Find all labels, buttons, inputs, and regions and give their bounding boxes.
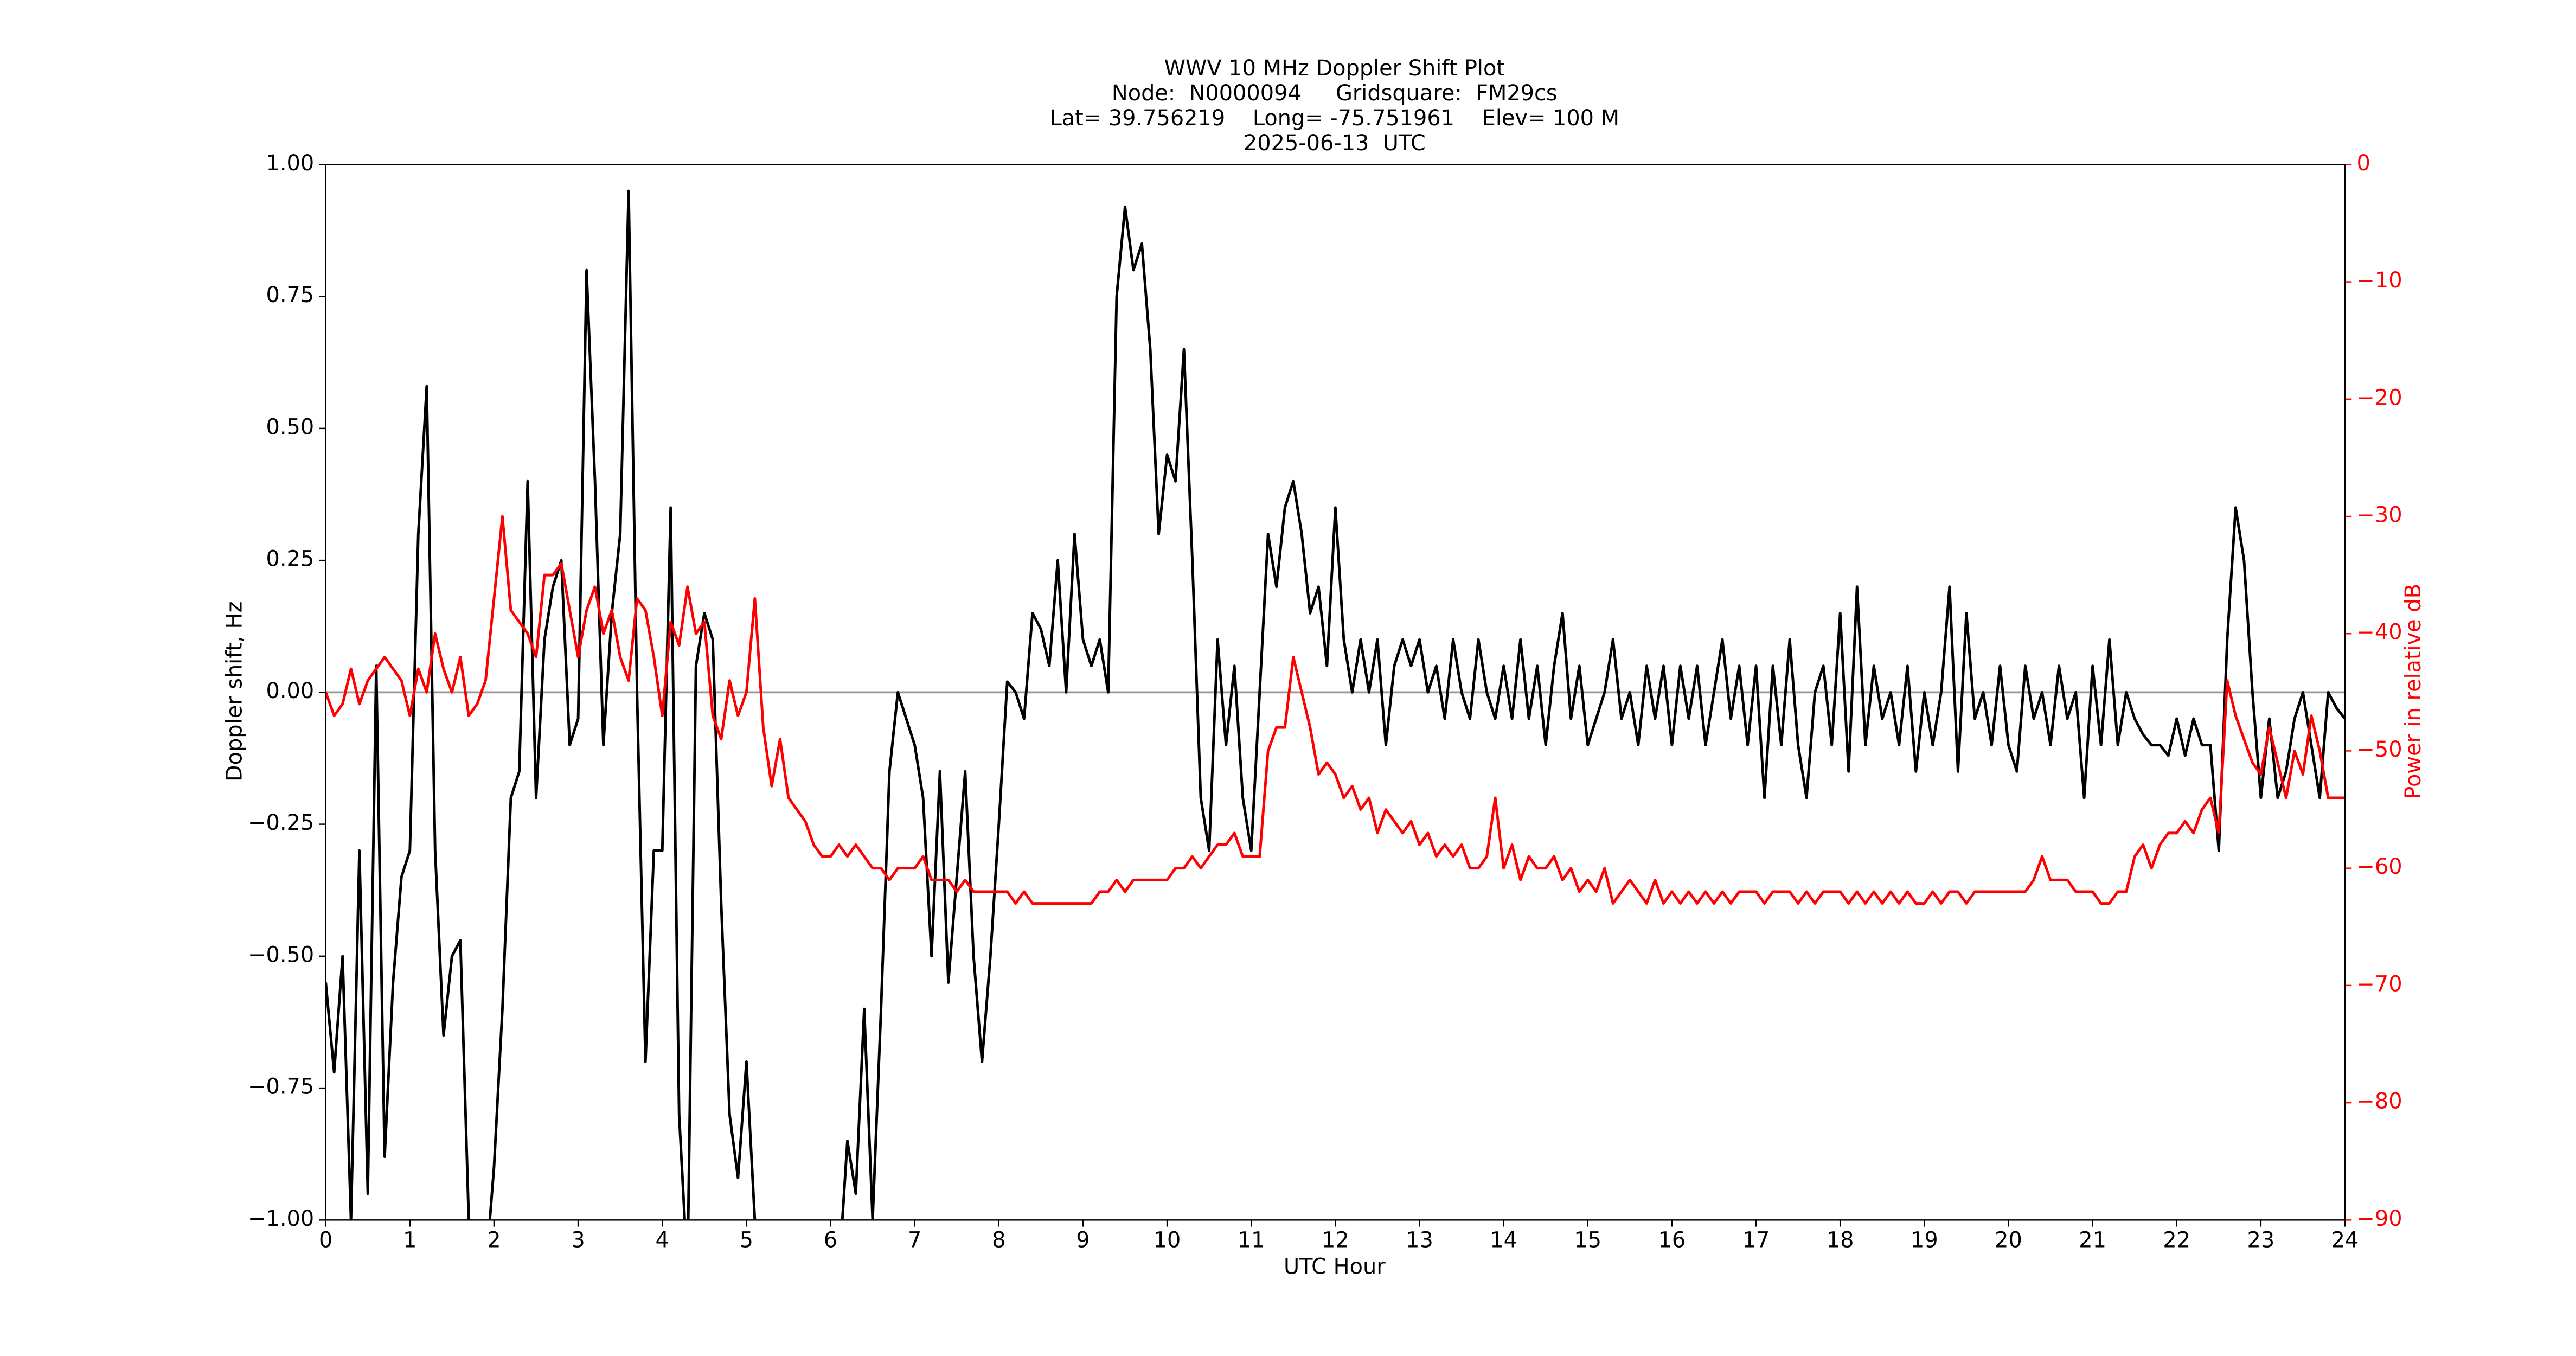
- y2-tick-label: −90: [2356, 1206, 2402, 1231]
- x-tick-label: 2: [487, 1228, 501, 1253]
- x-tick-label: 19: [1911, 1228, 1938, 1253]
- plot-frame: [325, 164, 2346, 1221]
- chart-subtitle: 2025-06-13 UTC: [1244, 131, 1426, 156]
- y-tick-label: −0.25: [248, 810, 314, 835]
- x-tick-label: 9: [1076, 1228, 1090, 1253]
- y2-tick-label: −20: [2356, 385, 2402, 410]
- y2-tick-label: −80: [2356, 1089, 2402, 1114]
- y2-tick-label: 0: [2356, 151, 2370, 176]
- y-tick-label: −1.00: [248, 1206, 314, 1231]
- x-tick-label: 10: [1154, 1228, 1181, 1253]
- chart-title: WWV 10 MHz Doppler Shift Plot: [1164, 56, 1505, 81]
- y-tick-label: −0.50: [248, 942, 314, 967]
- x-tick-label: 21: [2079, 1228, 2106, 1253]
- chart-subtitle: Lat= 39.756219 Long= -75.751961 Elev= 10…: [1050, 106, 1619, 131]
- y-tick-label: 0.75: [266, 283, 315, 308]
- x-tick-label: 1: [403, 1228, 416, 1253]
- y2-tick-label: −60: [2356, 854, 2402, 879]
- y2-tick-label: −30: [2356, 503, 2402, 528]
- y-tick-label: −0.75: [248, 1074, 314, 1099]
- x-tick-label: 15: [1574, 1228, 1601, 1253]
- y-tick-label: 1.00: [266, 151, 315, 176]
- x-tick-label: 6: [824, 1228, 837, 1253]
- x-tick-label: 24: [2331, 1228, 2359, 1253]
- x-tick-label: 3: [571, 1228, 585, 1253]
- chart-subtitle: Node: N0000094 Gridsquare: FM29cs: [1112, 81, 1558, 106]
- power-line: [325, 515, 2346, 905]
- y2-tick-label: −50: [2356, 737, 2402, 762]
- y2-axis-label: Power in relative dB: [2401, 584, 2426, 799]
- y2-tick-label: −10: [2356, 268, 2402, 293]
- x-tick-label: 14: [1490, 1228, 1517, 1253]
- x-tick-label: 12: [1322, 1228, 1349, 1253]
- x-tick-label: 0: [319, 1228, 332, 1253]
- x-tick-label: 23: [2247, 1228, 2275, 1253]
- x-tick-label: 8: [992, 1228, 1005, 1253]
- x-tick-label: 22: [2163, 1228, 2190, 1253]
- y-tick-label: 0.50: [266, 414, 315, 439]
- y-tick-label: 0.25: [266, 547, 315, 572]
- x-tick-label: 4: [656, 1228, 669, 1253]
- y-axis-label: Doppler shift, Hz: [222, 602, 247, 782]
- x-tick-label: 16: [1658, 1228, 1686, 1253]
- plot-area: [325, 189, 2346, 1220]
- y2-tick-label: −40: [2356, 620, 2402, 645]
- y2-tick-label: −70: [2356, 971, 2402, 996]
- x-tick-label: 13: [1406, 1228, 1433, 1253]
- x-tick-label: 18: [1827, 1228, 1854, 1253]
- doppler-line: [325, 189, 2346, 1220]
- x-tick-label: 5: [740, 1228, 753, 1253]
- x-tick-label: 7: [908, 1228, 921, 1253]
- x-tick-label: 17: [1742, 1228, 1770, 1253]
- x-tick-label: 20: [1995, 1228, 2022, 1253]
- x-tick-label: 11: [1238, 1228, 1265, 1253]
- x-axis-label: UTC Hour: [1284, 1255, 1386, 1280]
- y-tick-label: 0.00: [266, 679, 315, 703]
